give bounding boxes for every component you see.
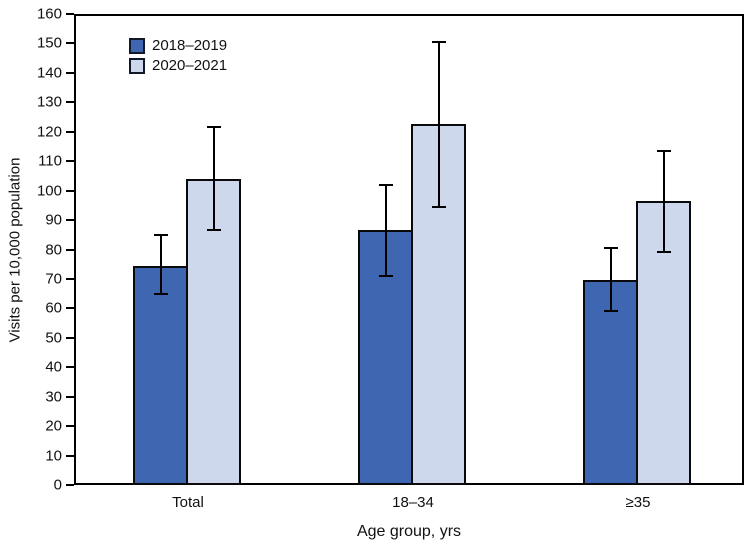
- legend-item-2018-2019: 2018–2019: [129, 37, 227, 54]
- bar-2018-2019-total: [133, 265, 188, 485]
- error-bar-cap: [431, 205, 446, 208]
- y-tick: [66, 277, 74, 280]
- legend-item-2020-2021: 2020–2021: [129, 57, 227, 74]
- legend-swatch-2018-2019: [129, 37, 145, 54]
- y-tick-label: 40: [45, 358, 62, 376]
- x-axis-title: Age group, yrs: [356, 523, 462, 540]
- y-tick: [66, 189, 74, 192]
- x-category-label-18-34: 18–34: [392, 494, 434, 511]
- error-bar-cap: [206, 229, 221, 232]
- error-bar-cap: [378, 274, 393, 277]
- error-bar-line: [609, 248, 612, 312]
- error-bar-line: [212, 127, 215, 231]
- y-tick: [66, 336, 74, 339]
- error-bar-cap: [656, 149, 671, 152]
- y-tick-label: 70: [45, 270, 62, 288]
- y-tick: [66, 484, 74, 486]
- error-bar-cap: [206, 126, 221, 129]
- error-bar-line: [662, 150, 665, 253]
- legend-swatch-2020-2021: [129, 57, 145, 74]
- legend-label: 2020–2021: [152, 56, 228, 74]
- y-tick-label: 30: [45, 388, 62, 406]
- y-tick: [66, 42, 74, 45]
- y-tick-label: 100: [36, 182, 62, 200]
- bar-2018-2019-35: [583, 280, 638, 485]
- y-tick: [66, 160, 74, 163]
- error-bar-cap: [153, 233, 168, 236]
- y-tick-label: 120: [36, 123, 62, 141]
- y-tick-label: 130: [36, 93, 62, 111]
- x-category-label-total: Total: [172, 494, 204, 511]
- y-tick: [66, 454, 74, 457]
- y-tick-label: 140: [36, 64, 62, 82]
- legend: 2018–2019 2020–2021: [129, 37, 227, 77]
- y-tick-label: 90: [45, 211, 62, 229]
- y-tick-label: 110: [38, 152, 62, 170]
- y-tick: [66, 395, 74, 398]
- y-tick: [66, 425, 74, 428]
- y-tick-label: 60: [45, 299, 62, 317]
- error-bar-cap: [431, 40, 446, 43]
- y-tick-label: 80: [45, 241, 62, 258]
- y-tick-label: 160: [36, 5, 62, 23]
- error-bar-line: [437, 41, 440, 207]
- error-bar-cap: [603, 247, 618, 250]
- error-bar-cap: [378, 183, 393, 186]
- y-tick: [66, 101, 74, 104]
- y-tick: [66, 366, 74, 369]
- y-tick: [66, 248, 74, 251]
- y-tick-label: 150: [36, 34, 62, 52]
- bar-2020-2021-total: [186, 178, 241, 485]
- y-tick-label: 20: [45, 417, 62, 435]
- error-bar-line: [384, 184, 387, 276]
- x-category-label-35: ≥35: [625, 494, 651, 511]
- y-tick: [66, 71, 74, 74]
- error-bar-cap: [656, 251, 671, 254]
- y-tick-label: 50: [45, 329, 62, 347]
- error-bar-line: [159, 234, 162, 294]
- y-tick: [66, 130, 74, 133]
- error-bar-cap: [603, 310, 618, 313]
- y-tick: [66, 307, 74, 310]
- y-tick-label: 0: [53, 476, 62, 494]
- y-tick: [66, 219, 74, 222]
- y-tick-label: 10: [45, 447, 62, 465]
- legend-label: 2018–2019: [152, 36, 228, 54]
- error-bar-cap: [153, 292, 168, 295]
- y-tick: [66, 13, 74, 15]
